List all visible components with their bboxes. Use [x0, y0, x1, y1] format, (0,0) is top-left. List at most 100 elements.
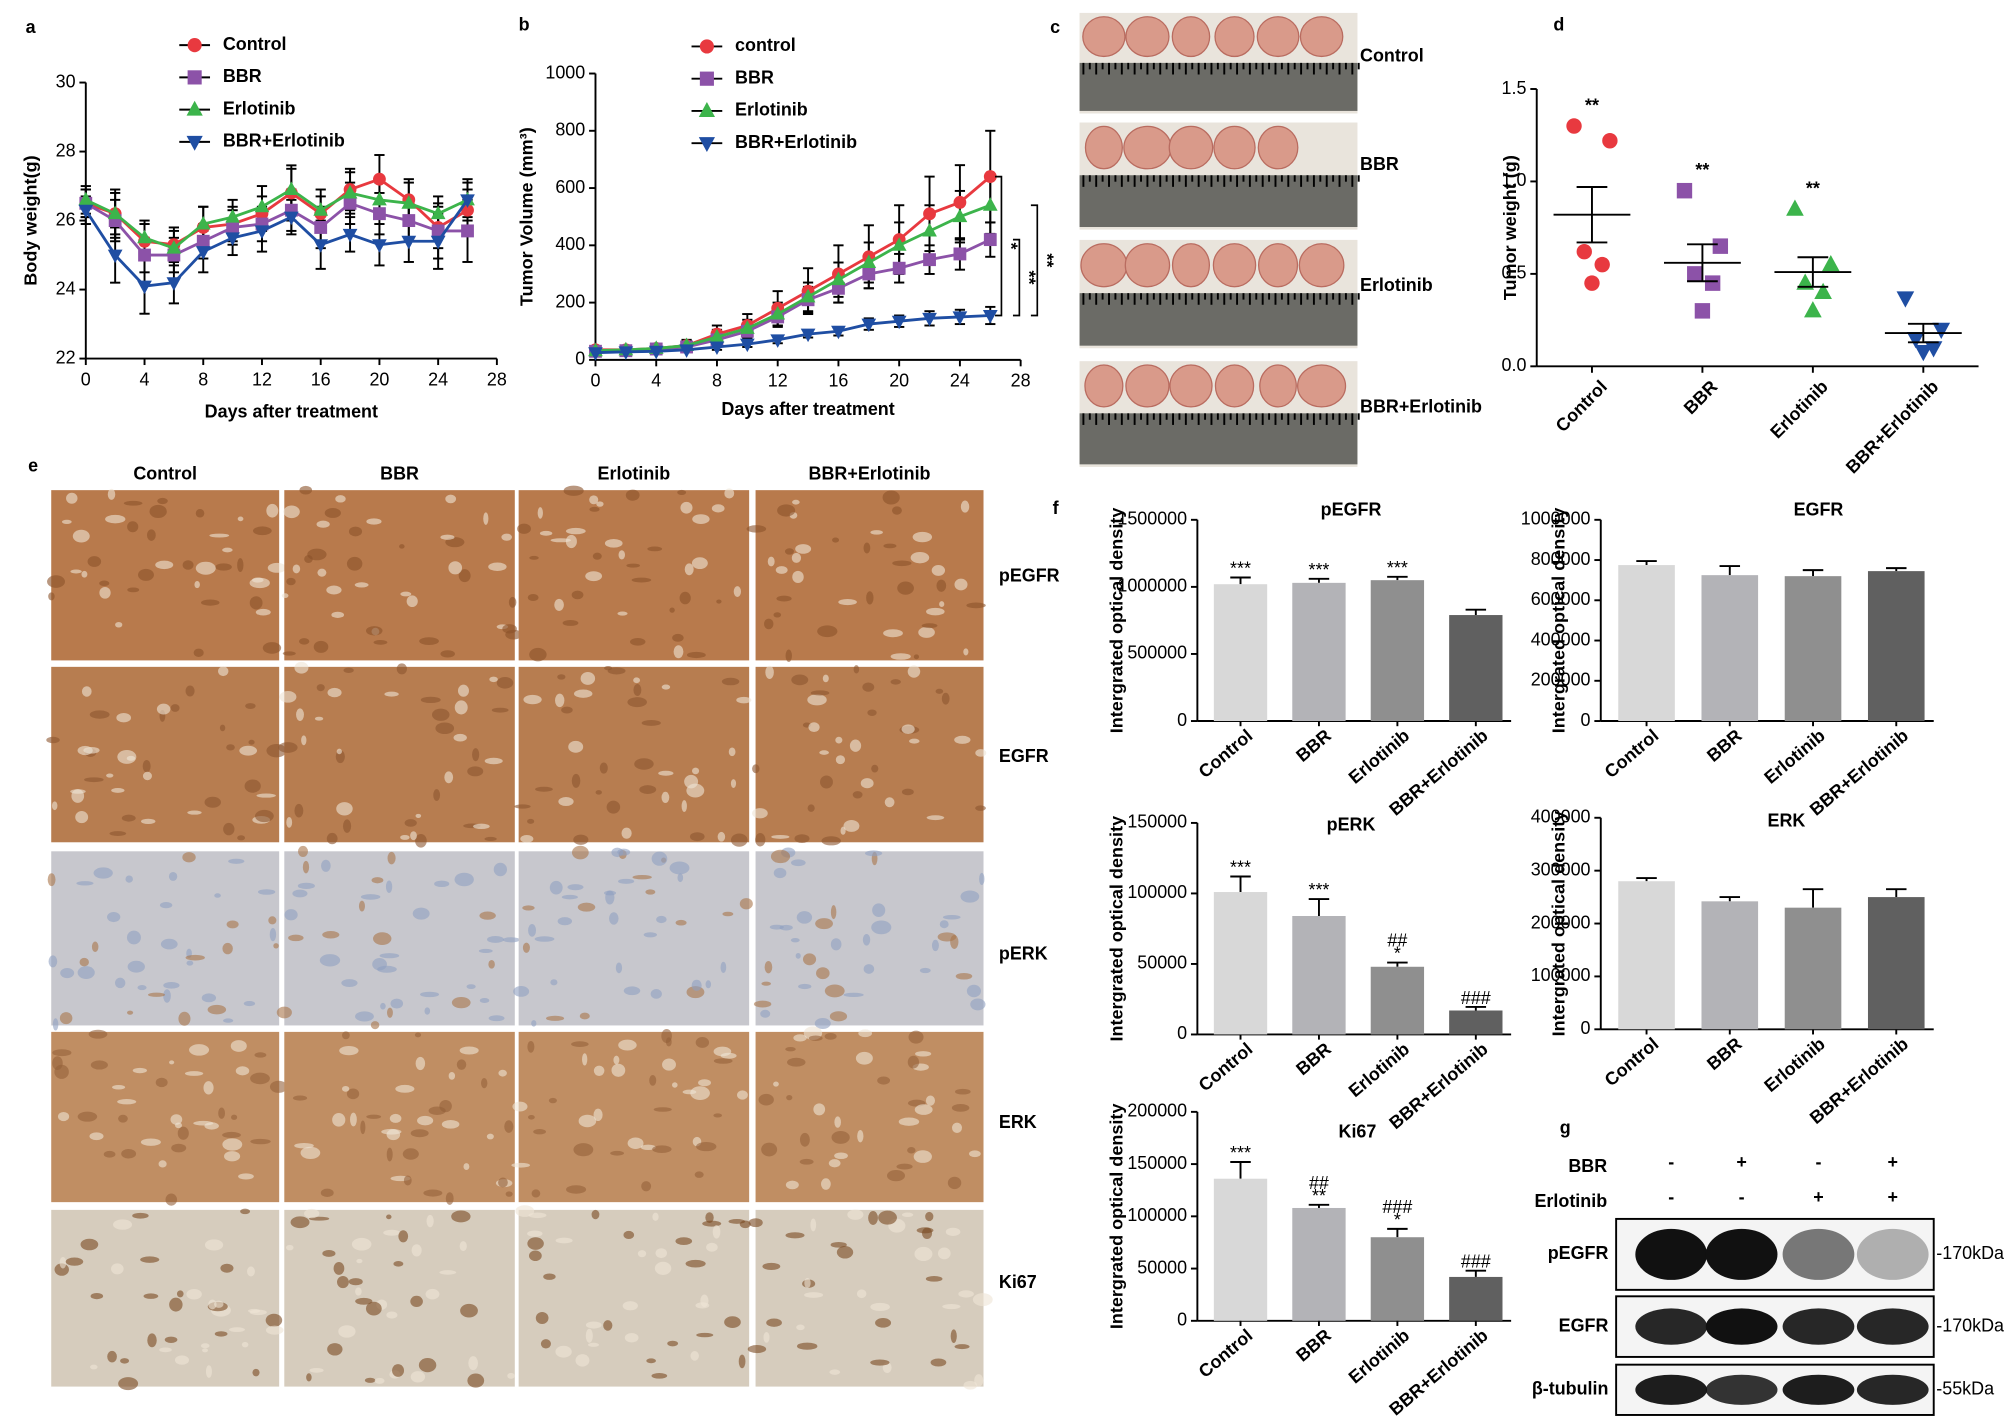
ihc-texture [440, 534, 455, 540]
significance-label: * [1002, 243, 1022, 250]
ihc-texture [356, 1258, 363, 1264]
ihc-texture [613, 1055, 620, 1065]
ihc-texture [582, 1053, 588, 1066]
ihc-texture [755, 832, 766, 847]
y-tick-label: 150000 [1127, 812, 1187, 832]
marker [225, 209, 240, 223]
ihc-texture [88, 1029, 108, 1039]
marker [699, 39, 714, 54]
marker [953, 247, 967, 261]
ihc-texture [802, 953, 817, 966]
x-tick-label: BBR [1680, 376, 1722, 418]
ihc-texture [807, 694, 827, 706]
marker [770, 334, 786, 348]
ihc-texture [127, 960, 145, 973]
marker [314, 221, 328, 234]
ihc-texture [847, 1209, 864, 1220]
marker [401, 235, 417, 250]
ihc-texture [573, 834, 589, 845]
ihc-texture [155, 1077, 168, 1088]
y-tick-label: 600000 [1531, 589, 1591, 609]
ihc-texture [878, 1210, 897, 1225]
ihc-texture [170, 1114, 183, 1125]
ihc-texture [262, 642, 282, 654]
ihc-texture [373, 932, 392, 945]
ihc-texture [641, 1181, 652, 1192]
ihc-texture [132, 1212, 149, 1219]
ihc-texture [186, 960, 194, 966]
ihc-texture [970, 998, 986, 1011]
size-label: -55kDa [1936, 1379, 1994, 1399]
x-tick-label: Erlotinib [1760, 725, 1828, 787]
ihc-texture [219, 724, 226, 732]
marker [254, 198, 270, 213]
ihc-texture [585, 1328, 593, 1343]
marker [698, 102, 715, 117]
ihc-texture [954, 578, 968, 591]
tumor [1125, 364, 1170, 408]
legend-label: Erlotinib [735, 100, 808, 120]
marker [1896, 291, 1915, 308]
ihc-texture [537, 507, 543, 519]
ihc-texture [371, 877, 384, 884]
ihc-texture [867, 709, 877, 717]
ihc-texture [810, 1218, 817, 1232]
ihc-texture [795, 952, 801, 959]
photo-label: BBR [1360, 154, 1399, 174]
ihc-texture [669, 861, 690, 875]
significance-label: *** [1230, 558, 1251, 578]
ihc-texture [656, 915, 667, 924]
ihc-texture [332, 1113, 346, 1127]
marker [922, 312, 937, 327]
x-tick-label: 28 [487, 369, 507, 389]
panel-letter: g [1560, 1117, 1571, 1137]
ihc-texture [372, 957, 387, 971]
ihc-texture [89, 1132, 104, 1141]
row-label: ERK [999, 1112, 1037, 1132]
ihc-texture [974, 1374, 984, 1387]
ihc-texture [829, 1011, 848, 1022]
ihc-texture [930, 1358, 947, 1367]
ihc-texture [209, 533, 230, 538]
ihc-texture [862, 682, 875, 692]
ihc-texture [440, 650, 455, 658]
ihc-texture [235, 1066, 250, 1076]
ihc-texture [65, 1257, 84, 1266]
ihc-texture [140, 1256, 160, 1263]
ihc-texture [907, 1147, 916, 1154]
ihc-texture [843, 819, 860, 832]
marker [831, 325, 846, 340]
ihc-texture [348, 526, 363, 537]
ihc-texture [115, 621, 123, 628]
ihc-texture [540, 1339, 551, 1349]
ihc-texture [454, 700, 468, 715]
ihc-texture [239, 745, 258, 756]
ihc-texture [629, 638, 646, 646]
ihc-texture [860, 778, 874, 789]
ihc-texture [483, 512, 489, 525]
y-tick-label: 300000 [1531, 859, 1591, 879]
ihc-texture [433, 789, 441, 801]
marker [861, 254, 877, 268]
ihc-texture [738, 1354, 746, 1369]
x-tick-label: 0 [81, 369, 91, 389]
ihc-texture [155, 560, 174, 570]
ihc-texture [747, 1345, 767, 1354]
ihc-texture [292, 564, 301, 574]
ihc-texture [224, 1151, 241, 1162]
x-tick-label: Control [1601, 725, 1663, 782]
ihc-texture [724, 1316, 741, 1329]
ihc-image [755, 1209, 984, 1387]
ihc-texture [177, 1126, 189, 1140]
ihc-texture [963, 648, 969, 656]
ihc-texture [243, 1000, 256, 1007]
y-tick-label: 1000000 [1521, 509, 1591, 529]
ihc-texture [417, 1115, 434, 1126]
ihc-texture [294, 803, 304, 818]
ihc-texture [721, 677, 740, 686]
ihc-texture [453, 733, 467, 742]
ihc-texture [785, 1232, 805, 1239]
ihc-texture [186, 1289, 202, 1300]
ihc-texture [784, 548, 794, 555]
ihc-texture [651, 1373, 668, 1379]
